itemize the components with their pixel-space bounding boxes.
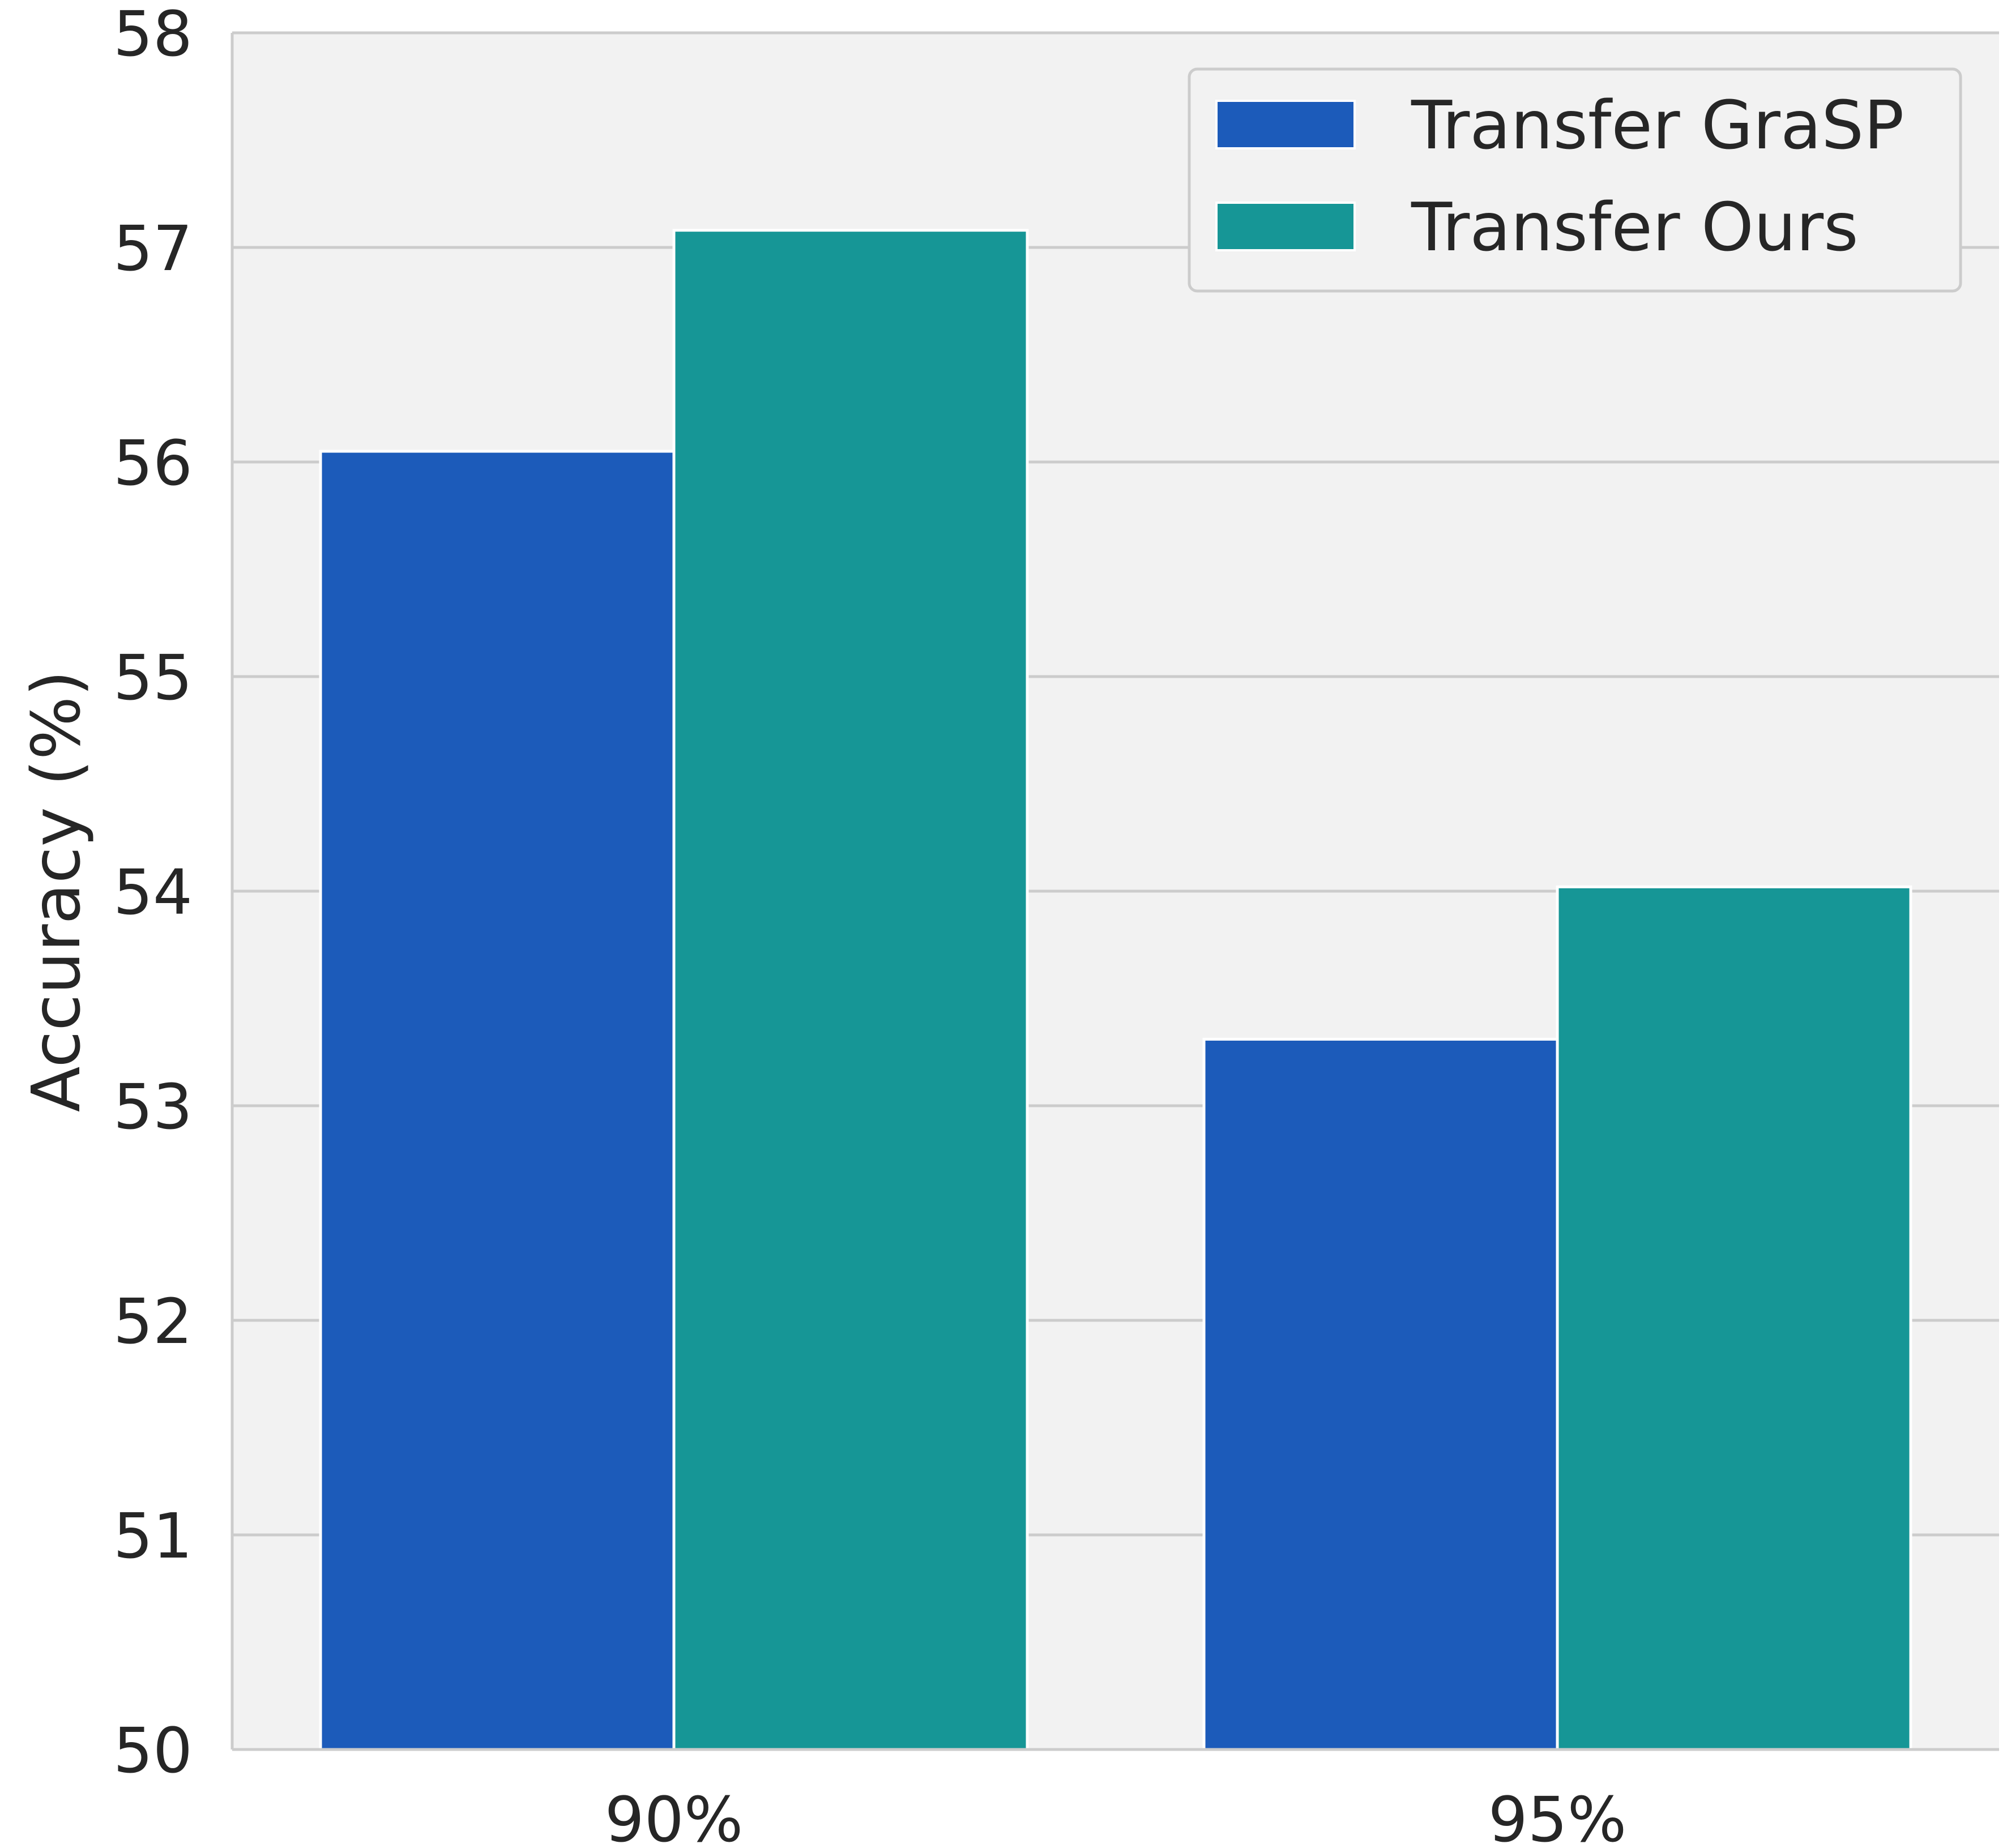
x-tick-labels: 90% 95% bbox=[605, 1783, 1627, 1848]
y-tick-label: 58 bbox=[113, 0, 193, 70]
y-tick-label: 50 bbox=[113, 1714, 193, 1787]
x-tick-label: 95% bbox=[1488, 1783, 1627, 1848]
legend: Transfer GraSP Transfer Ours bbox=[1188, 67, 1962, 293]
legend-swatch bbox=[1215, 202, 1356, 251]
bar-1-0 bbox=[672, 229, 1029, 1751]
bar-1-1 bbox=[1556, 885, 1912, 1751]
y-tick-label: 53 bbox=[113, 1071, 193, 1143]
y-tick-label: 52 bbox=[113, 1285, 193, 1358]
bars bbox=[319, 229, 1912, 1751]
y-tick-label: 57 bbox=[113, 212, 193, 285]
axes bbox=[230, 33, 1999, 1751]
bar-0-0 bbox=[319, 450, 676, 1751]
legend-label: Transfer GraSP bbox=[1411, 86, 1904, 164]
y-tick-label: 56 bbox=[113, 427, 193, 499]
y-tick-label: 54 bbox=[113, 856, 193, 929]
bar-0-1 bbox=[1202, 1038, 1559, 1751]
legend-label: Transfer Ours bbox=[1411, 188, 1859, 266]
y-tick-labels: 50 51 52 53 54 55 56 57 58 bbox=[113, 0, 193, 1787]
y-tick-label: 55 bbox=[113, 641, 193, 714]
y-axis-label: Accuracy (%) bbox=[17, 670, 95, 1112]
legend-box bbox=[1188, 67, 1962, 293]
y-tick-label: 51 bbox=[113, 1500, 193, 1572]
x-tick-label: 90% bbox=[605, 1783, 744, 1848]
legend-swatch bbox=[1215, 100, 1356, 149]
